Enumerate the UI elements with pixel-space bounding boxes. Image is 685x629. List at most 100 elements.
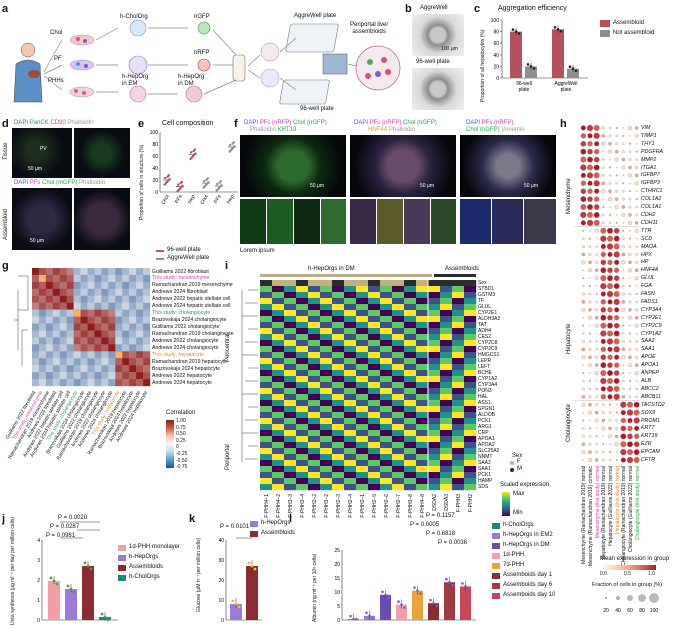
h-dot <box>622 142 625 145</box>
i-cell <box>416 430 429 437</box>
e-point <box>164 176 167 180</box>
i-cell <box>416 394 429 401</box>
g-cell <box>59 330 67 338</box>
i-cell <box>284 478 297 485</box>
l-legend-label: Assemboids day 10 <box>503 592 556 598</box>
h-dot <box>628 126 632 130</box>
i-sample-label: F-PHH2–7 <box>396 494 402 518</box>
i-cell <box>380 436 393 443</box>
i-cell <box>344 316 357 323</box>
h-dot <box>628 268 632 273</box>
j-point <box>106 618 110 622</box>
h-dot <box>621 260 626 265</box>
k-point <box>237 605 241 609</box>
g-cell <box>32 365 40 373</box>
l-ytick-label: 15 <box>334 576 340 582</box>
g-cell <box>115 330 123 338</box>
h-dot <box>582 332 585 335</box>
h-gene-label: CDH2 <box>641 211 656 218</box>
i-cell <box>296 298 309 305</box>
i-cell <box>392 448 405 455</box>
h-gene-label: EZR <box>641 441 652 448</box>
h-frac-tick: 100 <box>650 608 659 614</box>
g-cell <box>73 358 81 366</box>
g-cell <box>143 358 151 366</box>
i-cell <box>332 436 345 443</box>
h-dot <box>613 228 620 234</box>
c-ytick-label: 80 <box>493 30 499 36</box>
i-cell <box>440 358 453 365</box>
i-gene-label: ALDOB <box>478 412 495 418</box>
h-dot <box>607 322 613 329</box>
h-dot <box>635 213 639 217</box>
i-cell <box>284 472 297 479</box>
g-cell <box>87 365 95 373</box>
f-l3-pfs: PFs (nRFP) <box>481 120 514 126</box>
h-dot <box>601 411 605 415</box>
i-cell <box>260 382 273 389</box>
i-gene-label: SPGN1 <box>478 406 495 412</box>
h-dot <box>588 387 592 391</box>
g-cell <box>108 274 116 283</box>
l-point <box>397 600 400 603</box>
g-cell <box>32 302 40 310</box>
j-point <box>86 564 90 568</box>
i-gene-label: TF <box>478 298 485 304</box>
i-cell <box>428 370 441 377</box>
i-cell <box>452 364 465 371</box>
h-dot <box>622 222 625 224</box>
g-cell <box>38 268 47 276</box>
l-pval-1: P = 0.1157 <box>426 513 455 519</box>
h-dot <box>587 133 593 139</box>
g-colorbar-title: Correlation <box>166 410 196 416</box>
g-cell <box>66 365 74 373</box>
h-dot <box>600 346 606 352</box>
i-gene-label: CYP3A4 <box>478 382 498 388</box>
g-cell <box>45 316 54 324</box>
i-cell <box>260 376 273 383</box>
g-cell <box>122 288 130 296</box>
i-cell <box>416 358 429 365</box>
g-cell <box>101 295 109 303</box>
g-cell <box>101 309 109 317</box>
h-gene-label: VIM <box>641 125 651 131</box>
e-point <box>167 174 170 177</box>
g-cell <box>136 323 144 331</box>
e-xtick-label: Hep <box>187 194 197 205</box>
i-cell <box>320 334 333 341</box>
c-point <box>517 32 521 35</box>
h-dot <box>607 314 613 321</box>
i-gene-label: CRP <box>478 430 489 436</box>
h-dot <box>594 363 599 367</box>
g-cell <box>122 379 130 387</box>
i-cell <box>296 316 309 323</box>
h-dot <box>629 230 631 232</box>
i-cell <box>452 328 465 335</box>
h-col-label: Mesenchyme (this study) normal <box>594 466 601 539</box>
l-ytick-label: 5 <box>337 604 340 610</box>
i-cell <box>440 472 453 479</box>
g-cell <box>108 372 116 380</box>
i-cell <box>440 448 453 455</box>
i-cell <box>344 436 357 443</box>
h-dot <box>595 293 598 295</box>
g-cell <box>101 323 109 331</box>
l-pval-4: P = 0.0036 <box>438 540 468 546</box>
i-cell <box>440 352 453 359</box>
i-cell <box>440 442 453 449</box>
e-point <box>177 183 180 186</box>
h-dot <box>588 450 592 454</box>
h-dot <box>627 401 633 408</box>
l-legend-swatch <box>492 533 500 539</box>
h-dot <box>589 237 591 240</box>
h-gene-label: HNF4A <box>641 267 659 274</box>
i-cell <box>308 286 321 293</box>
h-dot <box>615 419 618 422</box>
g-cell <box>129 274 137 283</box>
i-cell <box>392 304 405 311</box>
h-dot <box>580 164 587 171</box>
i-cell <box>416 382 429 389</box>
i-cell <box>272 340 285 347</box>
i-cell <box>332 286 345 293</box>
i-cell <box>356 364 369 371</box>
